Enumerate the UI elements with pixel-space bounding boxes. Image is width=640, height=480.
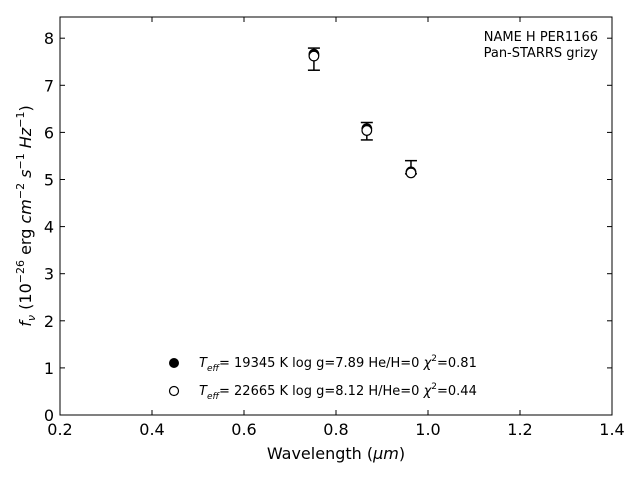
annotation-survey-name: Pan-STARRS grizy [484,46,599,61]
x-tick-label: 1.4 [599,420,624,439]
y-tick-label: 5 [44,170,54,189]
model-point-open [361,125,373,136]
x-tick-label: 0.2 [47,420,72,439]
model-point-open [405,167,417,179]
x-tick-label: 0.4 [139,420,164,439]
y-tick-label: 4 [44,218,54,237]
data-points [307,47,417,179]
x-tick-label: 1.2 [507,420,532,439]
y-tick-label: 1 [44,359,54,378]
legend-marker-filled [169,358,179,368]
plot-area-frame [59,16,613,416]
y-tick-label: 2 [44,312,54,331]
x-axis-title: Wavelength (μm) [267,444,405,463]
y-tick-label: 6 [44,123,54,142]
y-tick-label: 3 [44,265,54,284]
model-point-open [308,50,320,62]
legend-label-series-2: Teff= 22665 K log g=8.12 H/He=0 χ2=0.44 [199,382,477,402]
y-tick-label: 0 [44,406,54,425]
legend-marker-open [168,385,180,397]
x-tick-label: 1.0 [415,420,440,439]
x-tick-label: 0.8 [323,420,348,439]
y-axis-title: fν (10−26 erg cm−2 s−1 Hz−1) [14,105,38,326]
y-tick-label: 7 [44,76,54,95]
annotation-object-name: NAME H PER1166 [484,30,598,45]
legend: Teff= 19345 K log g=7.89 He/H=0 χ2=0.81 … [168,354,477,402]
x-tick-label: 0.6 [231,420,256,439]
y-tick-label: 8 [44,29,54,48]
legend-label-series-1: Teff= 19345 K log g=7.89 He/H=0 χ2=0.81 [199,354,477,374]
